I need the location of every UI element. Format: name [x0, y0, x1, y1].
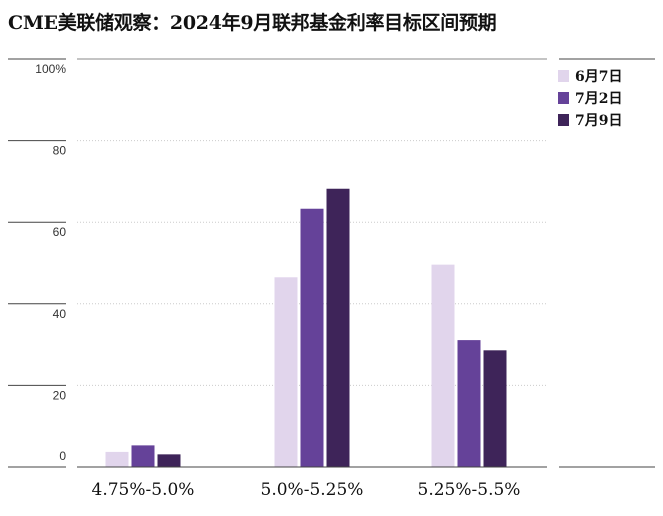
y-tick-label: 0 — [59, 449, 66, 463]
legend-swatch — [558, 92, 569, 104]
y-tick-label: 80 — [53, 144, 67, 158]
x-tick-label: 4.75%-5.0% — [92, 480, 195, 500]
chart-title: CME美联储观察：2024年9月联邦基金利率目标区间预期 — [8, 12, 497, 34]
y-tick-label: 100% — [35, 62, 66, 76]
bar-0-1 — [131, 445, 155, 467]
bar-0-2 — [157, 454, 181, 467]
bar-1-0 — [274, 277, 298, 467]
bar-0-0 — [105, 451, 129, 467]
legend-label: 7月9日 — [575, 113, 623, 129]
x-tick-label: 5.0%-5.25% — [261, 480, 364, 500]
legend-label: 6月7日 — [575, 69, 623, 85]
legend-item: 7月9日 — [558, 109, 622, 131]
legend-item: 7月2日 — [558, 87, 622, 109]
y-tick-label: 60 — [53, 225, 67, 239]
legend-swatch — [558, 114, 569, 126]
bar-1-1 — [300, 208, 324, 467]
legend-label: 7月2日 — [575, 91, 623, 107]
legend-item: 6月7日 — [558, 65, 622, 87]
bar-1-2 — [326, 188, 350, 467]
legend-swatch — [558, 70, 569, 82]
y-tick-label: 40 — [53, 307, 67, 321]
x-tick-label: 5.25%-5.5% — [418, 480, 521, 500]
bar-2-0 — [431, 264, 455, 467]
bar-2-2 — [483, 350, 507, 467]
bar-2-1 — [457, 340, 481, 467]
legend: 6月7日 7月2日 7月9日 — [558, 65, 622, 131]
y-tick-label: 20 — [53, 388, 67, 402]
